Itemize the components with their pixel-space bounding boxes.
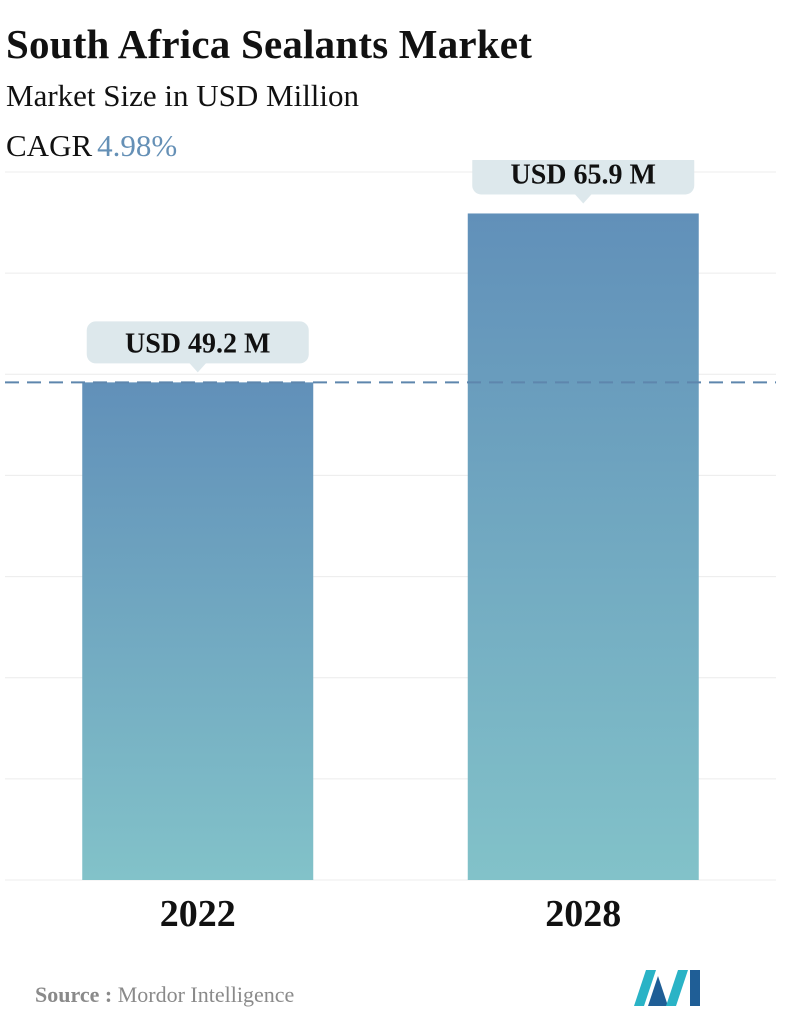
callout-box	[86, 321, 309, 364]
source-label: Source :	[35, 982, 113, 1007]
bar-2028	[467, 213, 699, 880]
cagr: CAGR 4.98%	[6, 128, 177, 164]
bar-2022	[82, 382, 314, 880]
data-label-callout-2028: USD 65.9 M	[472, 160, 695, 204]
data-label: USD 65.9 M	[511, 160, 656, 190]
source-text: Mordor Intelligence	[117, 982, 295, 1007]
callout-pointer	[574, 193, 593, 204]
chart-title: South Africa Sealants Market	[6, 21, 533, 67]
source-note: Source : Mordor Intelligence	[35, 982, 294, 1008]
callout-box	[472, 160, 695, 195]
bar-chart: USD 49.2 M USD 65.9 M 2022 2028	[5, 160, 776, 935]
x-tick-label: 2028	[545, 893, 621, 935]
chart-subtitle: Market Size in USD Million	[6, 78, 360, 113]
mordor-intelligence-logo-icon	[634, 970, 700, 1006]
x-tick-label: 2022	[160, 893, 236, 935]
cagr-value: 4.98%	[97, 128, 178, 163]
callout-pointer	[188, 362, 207, 373]
data-label-callout-2022: USD 49.2 M	[86, 321, 309, 373]
data-label: USD 49.2 M	[125, 328, 270, 359]
cagr-label: CAGR	[6, 128, 93, 163]
